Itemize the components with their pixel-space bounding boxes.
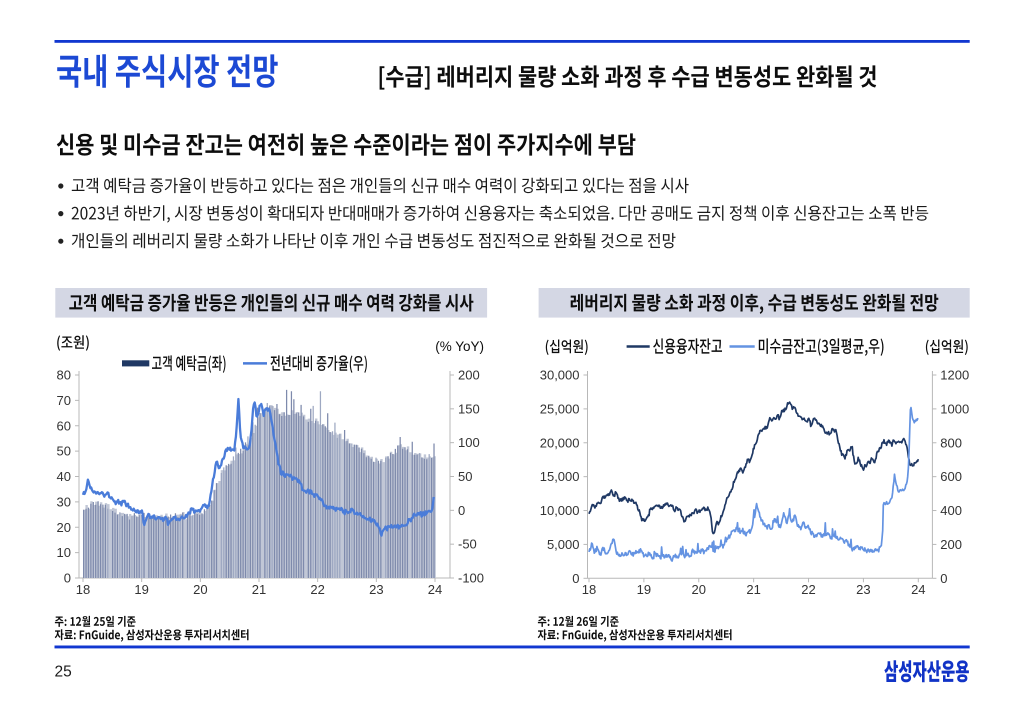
svg-text:10: 10	[57, 545, 71, 560]
svg-text:0: 0	[458, 503, 465, 518]
svg-text:1200: 1200	[940, 368, 969, 383]
svg-text:70: 70	[57, 393, 71, 408]
svg-text:800: 800	[940, 435, 962, 450]
svg-text:22: 22	[801, 582, 815, 597]
svg-text:30: 30	[57, 494, 71, 509]
svg-text:5,000: 5,000	[547, 537, 580, 552]
svg-text:60: 60	[57, 418, 71, 433]
svg-text:-50: -50	[458, 537, 477, 552]
svg-text:25,000: 25,000	[540, 401, 580, 416]
svg-text:22: 22	[310, 582, 324, 597]
svg-text:80: 80	[57, 368, 71, 383]
svg-text:400: 400	[940, 503, 962, 518]
svg-text:0: 0	[64, 571, 71, 586]
svg-text:20: 20	[57, 520, 71, 535]
svg-text:200: 200	[940, 537, 962, 552]
svg-text:18: 18	[76, 582, 90, 597]
svg-text:600: 600	[940, 469, 962, 484]
svg-text:100: 100	[458, 435, 480, 450]
svg-text:150: 150	[458, 401, 480, 416]
svg-text:23: 23	[856, 582, 870, 597]
svg-text:50: 50	[458, 469, 472, 484]
svg-text:200: 200	[458, 368, 480, 383]
svg-text:(% YoY): (% YoY)	[435, 339, 484, 354]
svg-text:24: 24	[911, 582, 925, 597]
svg-text:25: 25	[55, 663, 72, 680]
svg-text:21: 21	[746, 582, 760, 597]
svg-text:40: 40	[57, 469, 71, 484]
svg-text:1000: 1000	[940, 401, 969, 416]
svg-text:20: 20	[193, 582, 207, 597]
svg-text:-100: -100	[458, 571, 484, 586]
svg-text:15,000: 15,000	[540, 469, 580, 484]
svg-text:50: 50	[57, 444, 71, 459]
svg-text:30,000: 30,000	[540, 368, 580, 383]
svg-text:10,000: 10,000	[540, 503, 580, 518]
svg-text:21: 21	[252, 582, 266, 597]
svg-text:0: 0	[940, 571, 947, 586]
svg-text:19: 19	[134, 582, 148, 597]
svg-text:20: 20	[692, 582, 706, 597]
svg-text:24: 24	[428, 582, 442, 597]
svg-text:19: 19	[637, 582, 651, 597]
svg-text:18: 18	[582, 582, 596, 597]
svg-text:20,000: 20,000	[540, 435, 580, 450]
svg-text:23: 23	[369, 582, 383, 597]
svg-text:0: 0	[572, 571, 579, 586]
